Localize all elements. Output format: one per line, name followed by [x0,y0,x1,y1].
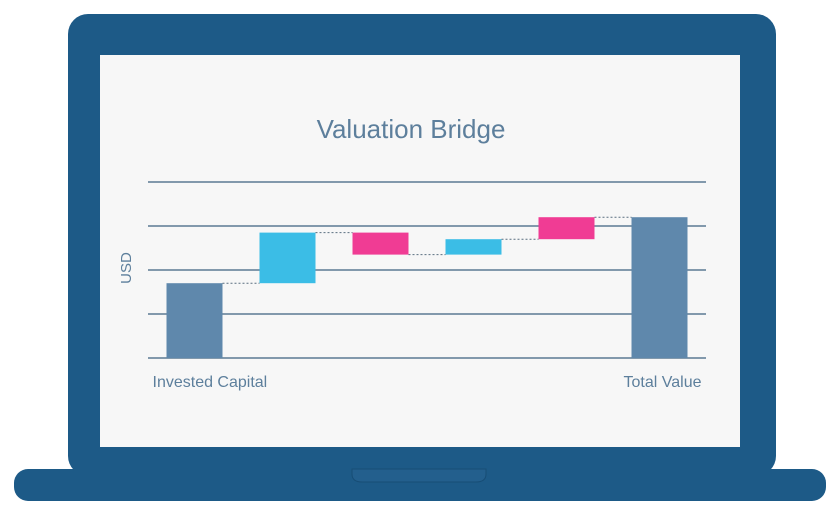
y-axis-label: USD [118,252,135,284]
bar [445,239,502,255]
bar [352,232,409,255]
chart-title: Valuation Bridge [317,114,506,144]
laptop-notch [351,468,487,483]
bar [538,217,595,240]
bar [259,232,316,284]
bar [631,217,688,358]
bar [166,283,223,358]
x-tick-label: Invested Capital [153,374,268,391]
x-tick-label: Total Value [624,374,702,391]
laptop-base [14,469,826,501]
